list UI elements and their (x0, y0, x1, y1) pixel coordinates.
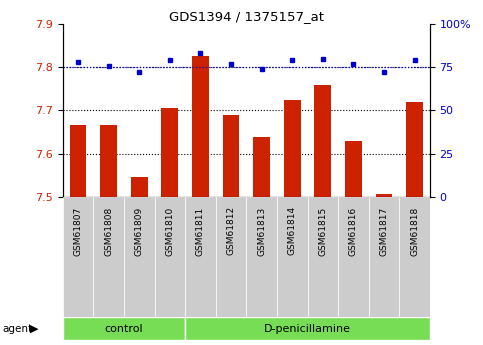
Bar (192, 57, 209, 197)
Bar (124, 197, 155, 317)
Bar (345, 141, 362, 197)
Bar (253, 137, 270, 197)
Bar (185, 317, 430, 340)
Bar (376, 195, 392, 197)
Bar (338, 197, 369, 317)
Text: GSM61813: GSM61813 (257, 206, 266, 256)
Text: GSM61809: GSM61809 (135, 206, 144, 256)
Bar (93, 197, 124, 317)
Bar (246, 197, 277, 317)
Text: GSM61812: GSM61812 (227, 206, 236, 255)
Text: GSM61817: GSM61817 (380, 206, 388, 256)
Text: ▶: ▶ (30, 324, 39, 334)
Bar (100, 126, 117, 197)
Bar (155, 197, 185, 317)
Bar (406, 102, 423, 197)
Text: GSM61816: GSM61816 (349, 206, 358, 256)
Bar (216, 197, 246, 317)
Text: agent: agent (2, 324, 32, 334)
Bar (314, 85, 331, 197)
Bar (369, 197, 399, 317)
Text: GSM61808: GSM61808 (104, 206, 113, 256)
Text: GSM61811: GSM61811 (196, 206, 205, 256)
Text: GSM61807: GSM61807 (73, 206, 83, 256)
Text: GSM61815: GSM61815 (318, 206, 327, 256)
Bar (63, 197, 93, 317)
Bar (308, 197, 338, 317)
Text: GSM61810: GSM61810 (165, 206, 174, 256)
Title: GDS1394 / 1375157_at: GDS1394 / 1375157_at (169, 10, 324, 23)
Bar (223, 115, 240, 197)
Bar (277, 197, 308, 317)
Bar (131, 177, 148, 197)
Bar (63, 317, 185, 340)
Bar (161, 108, 178, 197)
Bar (70, 126, 86, 197)
Bar (185, 197, 216, 317)
Bar (284, 100, 300, 197)
Text: GSM61814: GSM61814 (288, 206, 297, 255)
Text: GSM61818: GSM61818 (410, 206, 419, 256)
Text: control: control (105, 324, 143, 334)
Text: D-penicillamine: D-penicillamine (264, 324, 351, 334)
Bar (399, 197, 430, 317)
